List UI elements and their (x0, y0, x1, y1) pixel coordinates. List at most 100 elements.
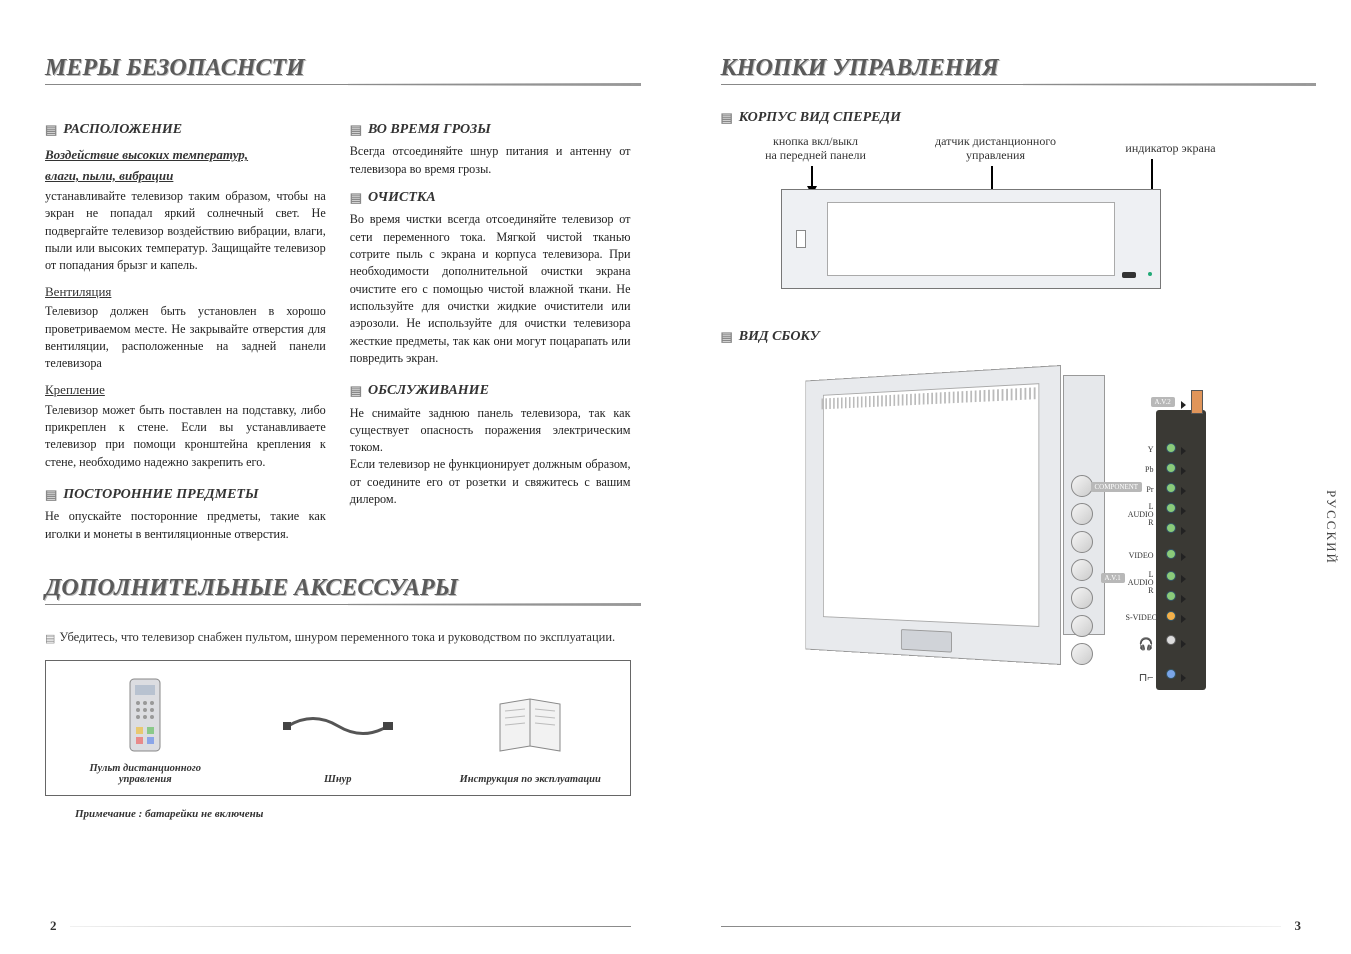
heading-foreign: ▤ПОСТОРОННИЕ ПРЕДМЕТЫ (45, 485, 326, 505)
heading-service: ▤ОБСЛУЖИВАНИЕ (350, 381, 631, 401)
bullet-icon: ▤ (45, 632, 55, 645)
page-rule-left (70, 926, 631, 927)
bullet-icon: ▤ (350, 382, 362, 401)
label-headphones: 🎧 (1126, 637, 1154, 652)
sub-temp-b: влаги, пыли, вибрации (45, 167, 326, 186)
bullet-icon: ▤ (721, 110, 733, 126)
p-foreign: Не опускайте посторонние предметы, такие… (45, 508, 326, 543)
page-number-left: 2 (50, 918, 57, 934)
p-mount: Телевизор может быть поставлен на подста… (45, 402, 326, 471)
port-arrow-icon (1181, 553, 1186, 561)
port-scart (1191, 390, 1203, 414)
port-pb (1166, 463, 1176, 473)
port-arrow-icon (1181, 507, 1186, 515)
port-arrow-icon (1181, 401, 1186, 409)
heading-location: ▤РАСПОЛОЖЕНИЕ (45, 120, 326, 140)
label-video: VIDEO (1126, 551, 1154, 560)
label-y: Y (1126, 445, 1154, 454)
p-service-1: Не снимайте заднюю панель телевизора, та… (350, 405, 631, 457)
label-pr: Pr (1126, 485, 1154, 494)
remote-icon (64, 675, 227, 755)
tv-front-screen (827, 202, 1115, 276)
page-left: МЕРЫ БЕЗОПАСНСТИ ▤РАСПОЛОЖЕНИЕ Воздейств… (0, 0, 676, 954)
bullet-icon: ▤ (45, 121, 57, 140)
sub-temp-a: Воздействие высоких температур, (45, 146, 326, 165)
page-rule-right (721, 926, 1282, 927)
p-vent: Телевизор должен быть установлен в хорош… (45, 303, 326, 372)
label-av2: A.V.2 (1151, 397, 1175, 407)
port-pr (1166, 483, 1176, 493)
controls-title: КНОПКИ УПРАВЛЕНИЯ (721, 55, 1307, 85)
bullet-icon: ▤ (350, 121, 362, 140)
p-storm: Всегда отсоединяйте шнур питания и антен… (350, 143, 631, 178)
port-arrow-icon (1181, 615, 1186, 623)
label-audio-lr-2: LAUDIOR (1126, 571, 1154, 595)
side-tv-body (805, 365, 1061, 665)
side-button (1071, 475, 1093, 497)
side-button (1071, 615, 1093, 637)
acc-manual-label: Инструкция по эксплуатации (449, 774, 612, 785)
accessories-frame: Пульт дистанционного управления Шнур Инс… (45, 660, 631, 796)
label-ir: датчик дистанционногоуправления (911, 134, 1081, 163)
port-arrow-icon (1181, 595, 1186, 603)
side-button (1071, 503, 1093, 525)
p-service-2: Если телевизор не функционирует должным … (350, 456, 631, 508)
acc-cable: Шнур (257, 686, 420, 785)
port-arrow-icon (1181, 640, 1186, 648)
port-audio-l2 (1166, 571, 1176, 581)
label-audio-lr: LAUDIOR (1126, 503, 1154, 527)
label-antenna: ⊓⌐ (1126, 671, 1154, 684)
side-button (1071, 559, 1093, 581)
label-svideo: S-VIDEO (1126, 613, 1154, 622)
page-number-right: 3 (1295, 918, 1302, 934)
port-audio-l (1166, 503, 1176, 513)
acc-cable-label: Шнур (257, 774, 420, 785)
safety-columns: ▤РАСПОЛОЖЕНИЕ Воздействие высоких темпер… (45, 110, 631, 543)
safety-col-b: ▤ВО ВРЕМЯ ГРОЗЫ Всегда отсоединяйте шнур… (350, 110, 631, 543)
cable-icon (257, 686, 420, 766)
safety-title: МЕРЫ БЕЗОПАСНСТИ (45, 55, 631, 85)
heading-clean: ▤ОЧИСТКА (350, 188, 631, 208)
bullet-icon: ▤ (721, 329, 733, 345)
front-diagram: кнопка вкл/выклна передней панели датчик… (721, 134, 1307, 304)
port-audio-r (1166, 523, 1176, 533)
port-arrow-icon (1181, 575, 1186, 583)
tv-ir-sensor (1122, 272, 1136, 278)
port-antenna (1166, 669, 1176, 679)
port-svideo (1166, 611, 1176, 621)
label-indicator: индикатор экрана (1101, 141, 1241, 155)
acc-manual: Инструкция по эксплуатации (449, 686, 612, 785)
safety-col-a: ▤РАСПОЛОЖЕНИЕ Воздействие высоких темпер… (45, 110, 326, 543)
port-arrow-icon (1181, 527, 1186, 535)
side-button (1071, 587, 1093, 609)
label-av1: A.V.1 (1101, 573, 1125, 583)
accessories-title: ДОПОЛНИТЕЛЬНЫЕ АКСЕССУАРЫ (45, 575, 631, 605)
port-arrow-icon (1181, 447, 1186, 455)
p-location-1: устанавливайте телевизор таким образом, … (45, 188, 326, 275)
p-clean: Во время чистки всегда отсоединяйте теле… (350, 211, 631, 367)
side-button (1071, 531, 1093, 553)
language-tab: РУССКИЙ (1323, 490, 1339, 565)
bullet-icon: ▤ (350, 189, 362, 208)
port-arrow-icon (1181, 487, 1186, 495)
port-arrow-icon (1181, 467, 1186, 475)
heading-front-view: ▤КОРПУС ВИД СПЕРЕДИ (721, 110, 1307, 126)
label-pb: Pb (1126, 465, 1154, 474)
port-audio-r2 (1166, 591, 1176, 601)
acc-remote-label: Пульт дистанционного управления (64, 763, 227, 785)
accessories-section: ДОПОЛНИТЕЛЬНЫЕ АКСЕССУАРЫ ▤ Убедитесь, ч… (45, 575, 631, 820)
port-headphones (1166, 635, 1176, 645)
sub-vent: Вентиляция (45, 283, 326, 302)
heading-storm: ▤ВО ВРЕМЯ ГРОЗЫ (350, 120, 631, 140)
manual-icon (449, 686, 612, 766)
port-video (1166, 549, 1176, 559)
acc-remote: Пульт дистанционного управления (64, 675, 227, 785)
tv-front-body (781, 189, 1161, 289)
side-diagram: A.V.2 Y Pb COMPONENT Pr LAUDIOR VIDEO A.… (721, 355, 1307, 705)
page-right: КНОПКИ УПРАВЛЕНИЯ ▤КОРПУС ВИД СПЕРЕДИ кн… (676, 0, 1351, 954)
port-arrow-icon (1181, 674, 1186, 682)
label-power: кнопка вкл/выклна передней панели (741, 134, 891, 163)
side-button-stack (1071, 475, 1093, 665)
accessories-lead: ▤ Убедитесь, что телевизор снабжен пульт… (45, 630, 631, 645)
tv-power-button (796, 230, 806, 248)
